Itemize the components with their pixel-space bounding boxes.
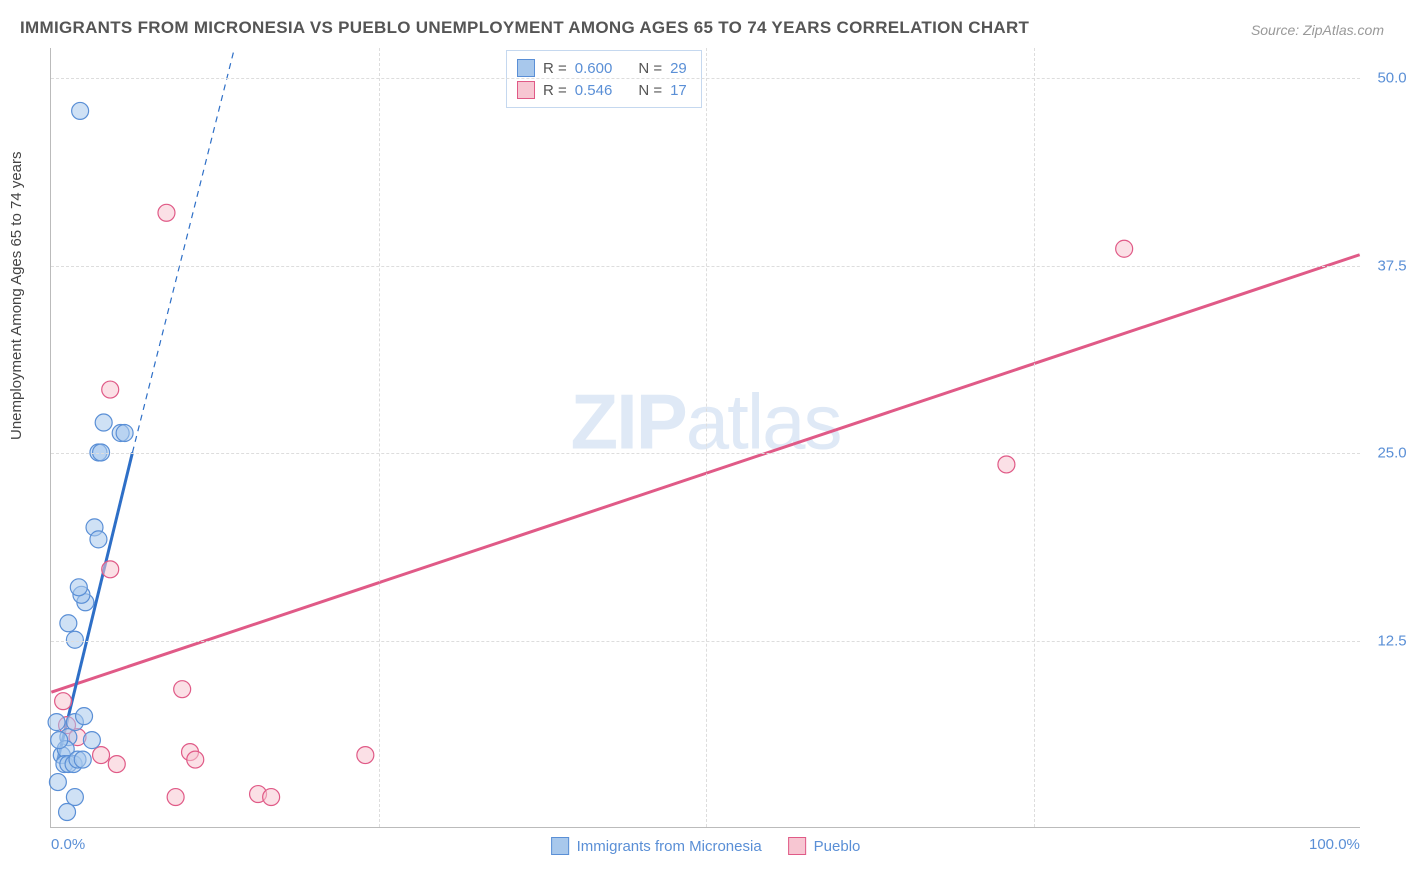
x-tick-label: 0.0%: [51, 836, 85, 853]
legend-swatch-blue: [551, 837, 569, 855]
data-point-blue: [51, 732, 68, 749]
r-label: R =: [543, 82, 567, 99]
y-tick-label: 37.5%: [1364, 257, 1406, 274]
gridline-v: [1034, 48, 1035, 827]
swatch-blue: [517, 59, 535, 77]
y-axis-title: Unemployment Among Ages 65 to 74 years: [8, 151, 25, 440]
data-point-pink: [263, 789, 280, 806]
r-value-blue: 0.600: [575, 60, 613, 77]
data-point-pink: [55, 693, 72, 710]
data-point-blue: [49, 774, 66, 791]
legend-label-blue: Immigrants from Micronesia: [577, 838, 762, 855]
correlation-row-pink: R = 0.546 N = 17: [517, 79, 687, 101]
r-label: R =: [543, 60, 567, 77]
data-point-blue: [76, 708, 93, 725]
legend-label-pink: Pueblo: [814, 838, 861, 855]
data-point-pink: [357, 747, 374, 764]
gridline-v: [379, 48, 380, 827]
n-label: N =: [638, 82, 662, 99]
data-point-blue: [83, 732, 100, 749]
correlation-box: R = 0.600 N = 29 R = 0.546 N = 17: [506, 50, 702, 108]
data-point-pink: [1116, 240, 1133, 257]
x-tick-label: 100.0%: [1309, 836, 1360, 853]
data-point-pink: [102, 561, 119, 578]
data-point-pink: [167, 789, 184, 806]
data-point-blue: [60, 615, 77, 632]
y-tick-label: 25.0%: [1364, 445, 1406, 462]
correlation-row-blue: R = 0.600 N = 29: [517, 57, 687, 79]
data-point-blue: [116, 425, 133, 442]
data-point-pink: [93, 747, 110, 764]
trendline-blue: [58, 452, 133, 759]
data-point-pink: [187, 751, 204, 768]
legend-swatch-pink: [788, 837, 806, 855]
legend: Immigrants from Micronesia Pueblo: [551, 837, 861, 855]
data-point-blue: [95, 414, 112, 431]
n-value-blue: 29: [670, 60, 687, 77]
chart-title: IMMIGRANTS FROM MICRONESIA VS PUEBLO UNE…: [20, 18, 1029, 38]
data-point-blue: [90, 531, 107, 548]
swatch-pink: [517, 81, 535, 99]
data-point-blue: [48, 714, 65, 731]
source-credit: Source: ZipAtlas.com: [1251, 22, 1384, 38]
data-point-pink: [998, 456, 1015, 473]
y-tick-label: 12.5%: [1364, 632, 1406, 649]
gridline-v: [706, 48, 707, 827]
y-tick-label: 50.0%: [1364, 70, 1406, 87]
data-point-pink: [108, 756, 125, 773]
data-point-pink: [174, 681, 191, 698]
n-value-pink: 17: [670, 82, 687, 99]
data-point-blue: [70, 579, 87, 596]
data-point-blue: [59, 804, 76, 821]
data-point-pink: [158, 204, 175, 221]
data-point-blue: [72, 102, 89, 119]
data-point-blue: [74, 751, 91, 768]
legend-item-pink: Pueblo: [788, 837, 861, 855]
r-value-pink: 0.546: [575, 82, 613, 99]
trendline-blue-extrapolated: [132, 48, 234, 452]
data-point-pink: [102, 381, 119, 398]
data-point-blue: [66, 789, 83, 806]
plot-area: ZIPatlas R = 0.600 N = 29 R = 0.546 N = …: [50, 48, 1360, 828]
legend-item-blue: Immigrants from Micronesia: [551, 837, 762, 855]
n-label: N =: [638, 60, 662, 77]
